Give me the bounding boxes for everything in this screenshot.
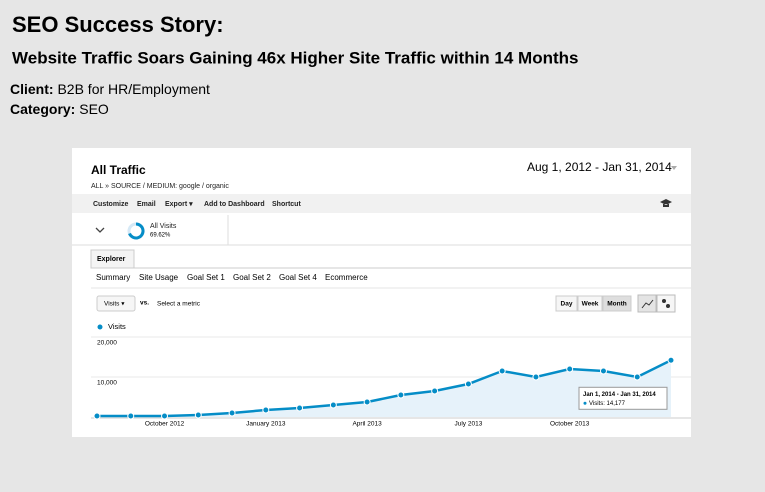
point <box>532 373 540 381</box>
point <box>431 387 439 395</box>
donut-share <box>128 222 145 240</box>
title: SEO Success Story: <box>12 12 224 37</box>
subtab[interactable]: Site Usage <box>139 273 179 282</box>
y-tick-label: 20,000 <box>97 340 117 347</box>
subtab[interactable]: Summary <box>96 273 130 282</box>
date-range[interactable]: Aug 1, 2012 - Jan 31, 2014 <box>527 160 672 174</box>
toolbar-item[interactable]: Shortcut <box>272 201 301 208</box>
period-button[interactable] <box>577 295 603 312</box>
subtabs: Summary Site Usage Goal Set 1 Goal Set 2 Goa… <box>96 273 368 282</box>
icon <box>666 304 670 308</box>
icon <box>662 299 666 303</box>
detail-value: B2B for HR/Employment <box>57 81 210 97</box>
point <box>464 380 472 388</box>
icon <box>641 299 654 309</box>
legend-marker <box>97 324 103 330</box>
point <box>566 365 574 373</box>
point <box>127 412 135 420</box>
area <box>97 360 671 417</box>
detail-label: Category: <box>10 101 75 117</box>
toolbar-item[interactable]: Email <box>137 201 156 208</box>
point <box>498 367 506 375</box>
chart-type-button[interactable] <box>656 294 676 313</box>
icon <box>660 199 672 207</box>
subtab[interactable]: Goal Set 2 <box>233 273 271 282</box>
point <box>194 411 202 419</box>
dropdown-arrow <box>671 166 677 170</box>
toolbar-items: Customize Email Export ▾ Add to Dashboard Sh… <box>93 201 301 208</box>
legend-label: Visits <box>108 322 126 331</box>
toolbar-item[interactable]: Customize <box>93 201 129 208</box>
point <box>296 404 304 412</box>
subtab[interactable]: Goal Set 1 <box>187 273 225 282</box>
x-tick-label: July 2013 <box>454 421 482 428</box>
tooltip-title: Jan 1, 2014 - Jan 31, 2014 <box>583 392 656 398</box>
chevron[interactable] <box>95 227 105 233</box>
toolbar <box>72 194 691 213</box>
metric: Visits ▾ <box>104 301 125 308</box>
detail: Category: SEO <box>10 101 109 117</box>
period-button[interactable] <box>555 295 578 312</box>
y-tick-label: 10,000 <box>97 380 117 387</box>
point <box>633 373 641 381</box>
x-tick-label: January 2013 <box>246 421 286 428</box>
point <box>599 367 607 375</box>
toolbar-item[interactable]: Export ▾ <box>165 201 193 208</box>
subtab[interactable]: Ecommerce <box>325 273 368 282</box>
period-buttons: Day Week Month <box>555 295 632 312</box>
report-title: All Traffic <box>91 163 146 177</box>
detail-value: SEO <box>79 101 109 117</box>
point <box>397 391 405 399</box>
metric-button[interactable] <box>96 295 136 312</box>
subtab[interactable]: Goal Set 4 <box>279 273 317 282</box>
x-tick-label: October 2013 <box>550 421 590 428</box>
vs: vs. <box>140 300 149 307</box>
x-tick-label: April 2013 <box>352 421 382 428</box>
point <box>93 412 101 420</box>
period-label: Week <box>582 301 599 308</box>
breadcrumb[interactable]: ALL » SOURCE / MEDIUM: google / organic <box>91 183 229 190</box>
segment-share: 69.62% <box>150 233 171 239</box>
period-label: Month <box>607 301 627 308</box>
point <box>363 398 371 406</box>
tooltip <box>578 386 668 410</box>
period-button[interactable] <box>602 295 632 312</box>
point <box>667 356 675 364</box>
period-label: Day <box>561 301 573 308</box>
x-tick-label: October 2012 <box>145 421 185 428</box>
point <box>161 412 169 420</box>
detail-label: Client: <box>10 81 54 97</box>
tooltip-marker <box>583 401 587 405</box>
point <box>329 401 337 409</box>
select-metric[interactable]: Select a metric <box>157 301 201 308</box>
point <box>228 409 236 417</box>
detail: Client: B2B for HR/Employment <box>10 81 210 97</box>
tab-label: Explorer <box>97 256 126 263</box>
segment-name: All Visits <box>150 223 177 230</box>
line <box>97 359 672 418</box>
subtitle: Website Traffic Soars Gaining 46x Higher… <box>12 48 578 67</box>
toolbar-item[interactable]: Add to Dashboard <box>204 201 265 208</box>
plot: 10,000 20,000 Visits October 2012 January 20… <box>91 322 691 428</box>
value-label: Visits: 14,177 <box>589 401 626 407</box>
point <box>262 406 270 414</box>
